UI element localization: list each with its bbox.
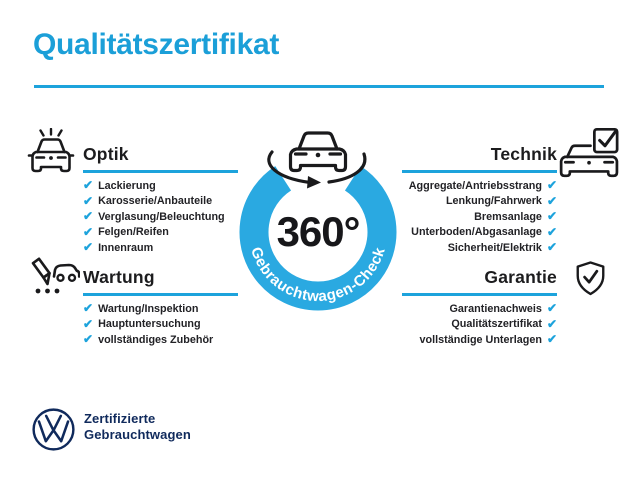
- check-item: ✔ Lackierung: [83, 178, 156, 192]
- section-optik: Optik ✔ Lackierung ✔ Karosserie/Anbauteile…: [83, 144, 238, 258]
- check-item: Lenkung/Fahrwerk ✔: [445, 193, 557, 208]
- checkmark-icon: ✔: [83, 178, 94, 192]
- checkmark-icon: ✔: [83, 209, 94, 224]
- section-title-optik: Optik: [83, 144, 129, 164]
- checkmark-icon: ✔: [83, 301, 94, 315]
- checkmark-icon: ✔: [546, 209, 557, 224]
- check-item: Bremsanlage ✔: [474, 209, 557, 224]
- check-item: ✔ vollständiges Zubehör: [83, 332, 214, 347]
- check-item: Qualitätszertifikat ✔: [451, 316, 557, 331]
- section-title-garantie: Garantie: [484, 267, 557, 287]
- section-divider: [83, 170, 238, 173]
- checkmark-icon: ✔: [546, 332, 557, 347]
- checkmark-icon: ✔: [83, 224, 94, 239]
- check-item: ✔ Innenraum: [83, 240, 154, 255]
- checkmark-icon: ✔: [546, 193, 557, 208]
- checkmark-icon: ✔: [546, 301, 557, 315]
- check-item: ✔ Felgen/Reifen: [83, 224, 169, 239]
- checklist-optik: ✔ Lackierung ✔ Karosserie/Anbauteile ✔ Verg…: [83, 178, 238, 255]
- page-title: Qualitätszertifikat: [33, 28, 280, 61]
- check-item: vollständige Unterlagen ✔: [419, 332, 557, 347]
- checkmark-icon: ✔: [546, 178, 557, 192]
- check-item: ✔ Hauptuntersuchung: [83, 316, 201, 331]
- shield-check-icon: [576, 261, 605, 296]
- checkmark-icon: ✔: [546, 240, 557, 255]
- car-rotation-icon: [267, 131, 367, 189]
- degrees-label: 360°: [277, 208, 360, 255]
- badge-ring: [239, 166, 397, 311]
- section-divider: [83, 293, 238, 296]
- car-shine-icon: [27, 128, 75, 173]
- car-checkbox-icon: [559, 127, 619, 178]
- check-item: ✔ Wartung/Inspektion: [83, 301, 199, 315]
- section-wartung: Wartung ✔ Wartung/Inspektion ✔ Hauptunters…: [83, 267, 238, 350]
- section-garantie: Garantie Garantienachweis ✔ Qualitätszert…: [402, 267, 557, 350]
- checkmark-icon: ✔: [83, 316, 94, 331]
- section-divider: [402, 170, 557, 173]
- checkmark-icon: ✔: [83, 332, 94, 347]
- checklist-wartung: ✔ Wartung/Inspektion ✔ Hauptuntersuchung ✔…: [83, 301, 238, 347]
- pen-car-icon: [31, 257, 80, 294]
- check-item: ✔ Verglasung/Beleuchtung: [83, 209, 225, 224]
- footer-brand-text: Zertifizierte Gebrauchtwagen: [84, 411, 191, 443]
- section-title-wartung: Wartung: [83, 267, 155, 287]
- check-item: ✔ Karosserie/Anbauteile: [83, 193, 213, 208]
- title-divider: [34, 85, 604, 88]
- section-title-technik: Technik: [490, 144, 557, 164]
- check-item: Sicherheit/Elektrik ✔: [447, 240, 557, 255]
- footer-line2: Gebrauchtwagen: [84, 427, 191, 442]
- check-item: Unterboden/Abgasanlage ✔: [411, 224, 557, 239]
- vw-logo: [32, 408, 75, 451]
- section-divider: [402, 293, 557, 296]
- section-technik: Technik Aggregate/Antriebsstrang ✔ Lenkun…: [402, 144, 557, 258]
- checkmark-icon: ✔: [546, 224, 557, 239]
- check-item: Aggregate/Antriebsstrang ✔: [408, 178, 557, 192]
- checklist-technik: Aggregate/Antriebsstrang ✔ Lenkung/Fahrwe…: [402, 178, 557, 255]
- checkmark-icon: ✔: [546, 316, 557, 331]
- checkmark-icon: ✔: [83, 193, 94, 208]
- checklist-garantie: Garantienachweis ✔ Qualitätszertifikat ✔ v…: [402, 301, 557, 347]
- footer-line1: Zertifizierte: [84, 411, 156, 426]
- checkmark-icon: ✔: [83, 240, 94, 255]
- check-item: Garantienachweis ✔: [449, 301, 557, 315]
- 360-check-badge: Gebrauchtwagen-Check 360°: [239, 131, 397, 311]
